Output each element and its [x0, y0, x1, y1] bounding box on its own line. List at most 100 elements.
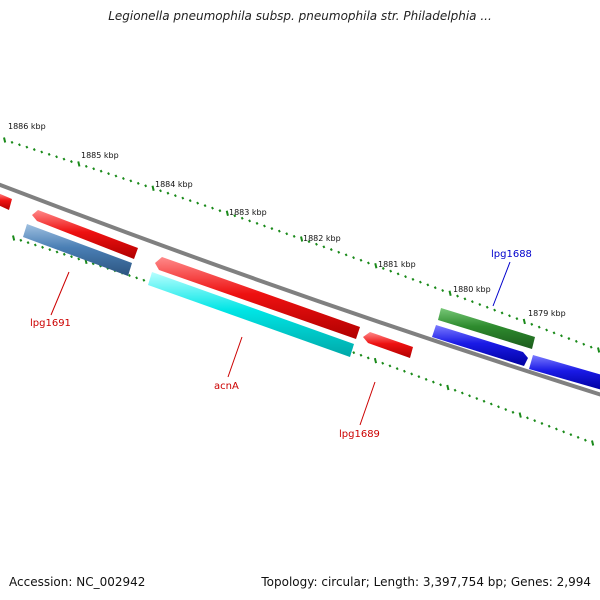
gene-label-acnA[interactable]: acnA — [214, 381, 239, 392]
inner-tick-minor — [402, 369, 406, 373]
outer-tick-minor — [47, 152, 51, 156]
outer-tick-minor — [17, 143, 21, 147]
map-title: Legionella pneumophila subsp. pneumophil… — [108, 9, 492, 23]
outer-tick-minor — [567, 337, 571, 341]
scale-label-1883: 1883 kbp — [229, 208, 267, 217]
inner-tick-minor — [55, 250, 59, 254]
outer-tick-minor — [456, 294, 459, 298]
inner-tick-minor — [366, 356, 370, 360]
gene-steel-lpg1691[interactable] — [23, 224, 132, 276]
outer-tick-minor — [144, 184, 148, 188]
outer-tick-minor — [32, 148, 36, 152]
gene-label-lpg1689[interactable]: lpg1689 — [339, 429, 380, 440]
outer-tick-minor — [69, 160, 73, 164]
inner-tick-major — [446, 384, 450, 391]
outer-tick-minor — [188, 199, 192, 203]
outer-tick-minor — [173, 194, 177, 198]
outer-tick-minor — [500, 311, 504, 315]
inner-tick-minor — [460, 391, 464, 395]
outer-tick-minor — [62, 157, 66, 161]
inner-tick-minor — [511, 410, 515, 414]
outer-tick-major — [151, 185, 155, 191]
scale-label-1885: 1885 kbp — [81, 151, 119, 160]
outer-tick-minor — [255, 221, 259, 225]
outer-tick-minor — [307, 240, 311, 244]
inner-tick-minor — [70, 255, 73, 259]
inner-tick-minor — [33, 243, 37, 247]
outer-tick-minor — [470, 300, 474, 304]
inner-tick-minor — [504, 408, 508, 412]
outer-tick-minor — [530, 322, 534, 326]
inner-tick-minor — [489, 402, 493, 406]
outer-tick-minor — [218, 209, 222, 213]
outer-tick-minor — [493, 308, 497, 312]
outer-tick-minor — [537, 325, 541, 329]
inner-tick-minor — [127, 273, 131, 277]
outer-tick-minor — [515, 317, 519, 321]
scale-label-1882: 1882 kbp — [303, 234, 341, 243]
outer-tick-minor — [196, 201, 200, 205]
outer-tick-minor — [84, 164, 88, 168]
outer-tick-minor — [121, 176, 125, 180]
outer-tick-minor — [329, 248, 333, 252]
gene-red-acnA-adjacent[interactable] — [155, 257, 360, 339]
inner-tick-minor — [142, 278, 146, 282]
gene-cyan-acnA[interactable] — [148, 272, 354, 357]
inner-tick-minor — [431, 380, 435, 384]
gene-green-lpg1688[interactable] — [438, 308, 535, 349]
inner-tick-minor — [77, 257, 81, 261]
inner-tick-minor — [526, 416, 529, 420]
inner-tick-minor — [41, 245, 45, 249]
outer-tick-minor — [92, 167, 96, 171]
scale-label-1884: 1884 kbp — [155, 180, 193, 189]
outer-tick-minor — [270, 227, 274, 231]
inner-tick-minor — [533, 419, 537, 423]
scale-label-1886: 1886 kbp — [8, 122, 46, 131]
gene-red-lpg1689[interactable] — [363, 332, 413, 358]
inner-tick-major — [12, 235, 16, 241]
outer-tick-minor — [277, 229, 281, 233]
outer-tick-minor — [418, 280, 422, 284]
outer-tick-minor — [359, 258, 363, 262]
inner-tick-minor — [569, 433, 573, 437]
outer-tick-minor — [389, 269, 393, 273]
outer-tick-minor — [396, 272, 400, 276]
outer-tick-minor — [545, 328, 549, 332]
inner-tick-minor — [497, 405, 500, 409]
outer-tick-minor — [366, 261, 370, 265]
leader-lpg1688 — [492, 261, 511, 307]
outer-tick-major — [522, 318, 526, 325]
outer-tick-minor — [25, 145, 29, 149]
outer-tick-minor — [55, 155, 59, 159]
outer-tick-minor — [166, 191, 170, 195]
scale-label-1880: 1880 kbp — [453, 285, 491, 294]
outer-tick-marks — [3, 137, 600, 353]
outer-tick-minor — [203, 204, 207, 208]
gene-label-lpg1688[interactable]: lpg1688 — [491, 249, 532, 260]
outer-tick-minor — [582, 342, 586, 346]
outer-tick-minor — [136, 181, 140, 185]
outer-tick-minor — [10, 140, 14, 144]
gene-blue-1[interactable] — [432, 325, 528, 366]
outer-tick-minor — [433, 286, 437, 290]
gene-label-lpg1691[interactable]: lpg1691 — [30, 318, 71, 329]
inner-tick-major — [373, 357, 378, 364]
outer-tick-minor — [478, 302, 482, 306]
gene-blue-2[interactable] — [529, 355, 600, 390]
inner-tick-major — [591, 440, 595, 446]
outer-tick-minor — [560, 334, 563, 338]
outer-tick-minor — [263, 224, 266, 228]
outer-tick-minor — [441, 288, 445, 292]
outer-tick-minor — [344, 253, 348, 257]
genome-summary-text: Topology: circular; Length: 3,397,754 bp… — [261, 575, 591, 589]
outer-tick-major — [597, 347, 600, 353]
gene-red-edge[interactable] — [0, 193, 12, 210]
inner-tick-minor — [381, 361, 385, 365]
inner-tick-minor — [562, 430, 566, 434]
gene-red-1[interactable] — [32, 210, 138, 259]
outer-tick-minor — [463, 297, 467, 301]
inner-tick-minor — [26, 241, 30, 245]
inner-tick-minor — [135, 276, 139, 280]
outer-tick-minor — [114, 174, 118, 178]
inner-tick-minor — [48, 248, 52, 252]
